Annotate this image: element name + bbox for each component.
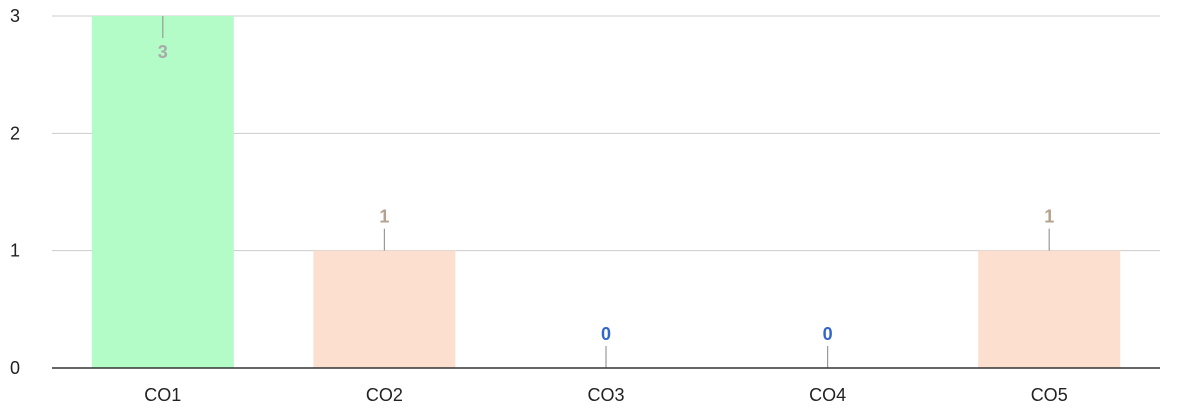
x-tick-label-co3: CO3: [587, 385, 624, 405]
y-tick-label-1: 1: [10, 241, 20, 261]
bars: [91, 16, 1121, 368]
x-tick-label-co2: CO2: [366, 385, 403, 405]
y-tick-label-0: 0: [10, 358, 20, 378]
data-labels: 3 1 0 0 1: [158, 16, 1054, 368]
bar-co2: [313, 250, 456, 368]
bar-co1: [91, 16, 234, 368]
x-tick-label-co5: CO5: [1031, 385, 1068, 405]
data-label-co4: 0: [823, 324, 833, 344]
x-tick-label-co1: CO1: [144, 385, 181, 405]
gridlines: [52, 15, 1160, 252]
y-tick-label-3: 3: [10, 6, 20, 26]
x-tick-label-co4: CO4: [809, 385, 846, 405]
data-label-co2: 1: [379, 207, 389, 227]
data-label-co5: 1: [1044, 207, 1054, 227]
bar-co5: [978, 250, 1121, 368]
data-label-co1: 3: [158, 42, 168, 62]
axes: 0 1 2 3 CO1 CO2 CO3 CO4 CO5: [10, 6, 1160, 405]
y-tick-label-2: 2: [10, 123, 20, 143]
data-label-co3: 0: [601, 324, 611, 344]
